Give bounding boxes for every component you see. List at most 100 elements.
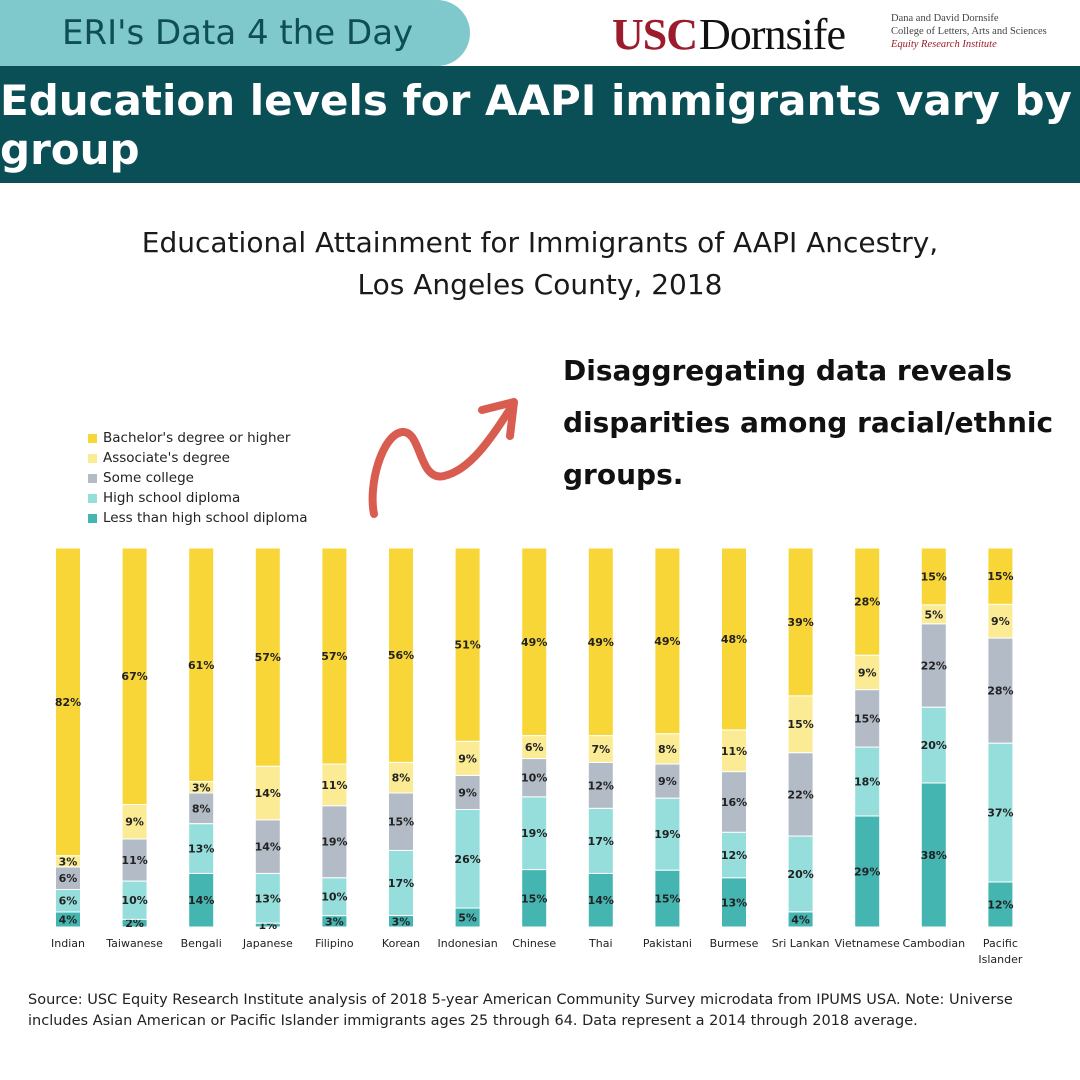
bar-segment-some-college	[121, 838, 148, 882]
logo-usc-text: USC	[612, 9, 698, 59]
data-label: 9%	[858, 666, 877, 679]
bar-segment-less-hs	[987, 881, 1014, 928]
bar-segment-bachelor	[121, 547, 148, 805]
bar-segment-less-hs	[654, 869, 681, 928]
data-label: 49%	[654, 635, 680, 648]
data-label: 10%	[321, 891, 347, 904]
legend-swatch-high-school	[88, 493, 97, 503]
data-label: 6%	[525, 741, 544, 754]
data-label: 17%	[588, 835, 614, 848]
data-label: 28%	[854, 596, 880, 609]
category-label: Thai	[588, 937, 613, 950]
data-label: 9%	[458, 752, 477, 765]
headline-banner: Education levels for AAPI immigrants var…	[0, 66, 1080, 183]
data-label: 49%	[588, 636, 614, 649]
data-label: 15%	[921, 570, 947, 583]
legend-item: Associate's degree	[88, 448, 308, 468]
legend-label: Some college	[103, 470, 194, 486]
data-label: 14%	[255, 787, 281, 800]
bar-segment-less-hs	[854, 815, 881, 928]
legend-label: Less than high school diploma	[103, 510, 308, 526]
data-label: 67%	[121, 670, 147, 683]
data-label: 13%	[188, 843, 214, 856]
category-label: Sri Lankan	[772, 937, 830, 950]
bar-segment-some-college	[787, 752, 814, 837]
category-label: Pakistani	[643, 937, 692, 950]
data-label: 9%	[991, 615, 1010, 628]
data-label: 9%	[458, 786, 477, 799]
legend-swatch-bachelor	[88, 433, 97, 443]
data-label: 10%	[121, 894, 147, 907]
bar-segment-some-college	[987, 637, 1014, 744]
data-label: 15%	[521, 892, 547, 905]
category-label: Indian	[51, 937, 85, 950]
data-label: 19%	[521, 827, 547, 840]
data-label: 37%	[987, 807, 1013, 820]
bar-segment-less-hs	[587, 872, 614, 928]
data-label: 38%	[921, 849, 947, 862]
data-label: 57%	[321, 650, 347, 663]
category-label: Filipino	[315, 937, 354, 950]
bar-segment-some-college	[454, 774, 481, 811]
bar-segment-bachelor	[321, 547, 348, 765]
category-label: Pacific	[983, 937, 1018, 950]
data-label: 19%	[654, 828, 680, 841]
data-label: 11%	[321, 779, 347, 792]
data-label: 10%	[521, 772, 547, 785]
bar-segment-some-college	[654, 763, 681, 799]
category-label: Korean	[382, 937, 420, 950]
bar-segment-bachelor	[454, 547, 481, 742]
data-label: 8%	[192, 802, 211, 815]
data-label: 2%	[125, 917, 144, 930]
usc-dornsife-logo: USC Dornsife	[612, 6, 846, 62]
bar-segment-bachelor	[721, 547, 747, 731]
bar-segment-bachelor	[188, 547, 215, 783]
callout-line1: Disaggregating data reveals	[563, 354, 1013, 387]
legend-item: Less than high school diploma	[88, 508, 308, 528]
bar-segment-less-hs	[188, 872, 215, 928]
squiggle-arrow-icon	[368, 398, 518, 518]
data-label: 12%	[721, 849, 747, 862]
data-label: 3%	[192, 781, 211, 794]
logo-sub-line3: Equity Research Institute	[891, 39, 997, 50]
data-label: 18%	[854, 776, 880, 789]
stacked-bar-chart: 4% 6% 6% 3% 82% Indian 2% 10% 11% 9% 67% Taiwanese 1…	[51, 547, 1023, 966]
bar-segment-some-college	[188, 792, 215, 825]
category-label: Vietnamese	[835, 937, 900, 950]
data-label: 15%	[787, 718, 813, 731]
bar-segment-high-school	[854, 746, 881, 817]
legend-item: Bachelor's degree or higher	[88, 428, 308, 448]
category-label: Bengali	[181, 937, 222, 950]
data-label: 22%	[921, 659, 947, 672]
category-label: Taiwanese	[105, 937, 163, 950]
logo-dornsife-text: Dornsife	[699, 9, 846, 59]
data-label: 3%	[392, 915, 411, 928]
data-label: 3%	[59, 855, 78, 868]
bar-segment-bachelor	[987, 547, 1014, 605]
bar-segment-high-school	[254, 872, 281, 924]
data-label: 39%	[787, 616, 813, 629]
bar-segment-high-school	[388, 849, 414, 917]
data-label: 51%	[454, 639, 480, 652]
legend-swatch-less-hs	[88, 513, 97, 523]
bar-segment-associate	[254, 765, 281, 821]
data-label: 14%	[188, 894, 214, 907]
category-label: Burmese	[710, 937, 759, 950]
data-label: 12%	[588, 779, 614, 792]
bar-segment-some-college	[721, 771, 747, 833]
bar-segment-associate	[454, 740, 481, 776]
legend-swatch-associate	[88, 453, 97, 463]
category-label: Indonesian	[438, 937, 498, 950]
logo-sub-line1: Dana and David Dornsife	[891, 13, 999, 24]
legend-item: High school diploma	[88, 488, 308, 508]
logo-sub-line2: College of Letters, Arts and Sciences	[891, 26, 1047, 37]
bar-segment-bachelor	[254, 547, 281, 767]
bar-segment-associate	[787, 695, 814, 754]
chart-legend: Bachelor's degree or higher Associate's …	[88, 428, 308, 528]
bar-segment-bachelor	[55, 547, 81, 857]
series-title-pill: ERI's Data 4 the Day	[0, 0, 470, 66]
data-label: 4%	[59, 913, 78, 926]
data-label: 13%	[721, 896, 747, 909]
bar-segment-some-college	[388, 792, 414, 851]
bar-segment-bachelor	[654, 547, 681, 735]
